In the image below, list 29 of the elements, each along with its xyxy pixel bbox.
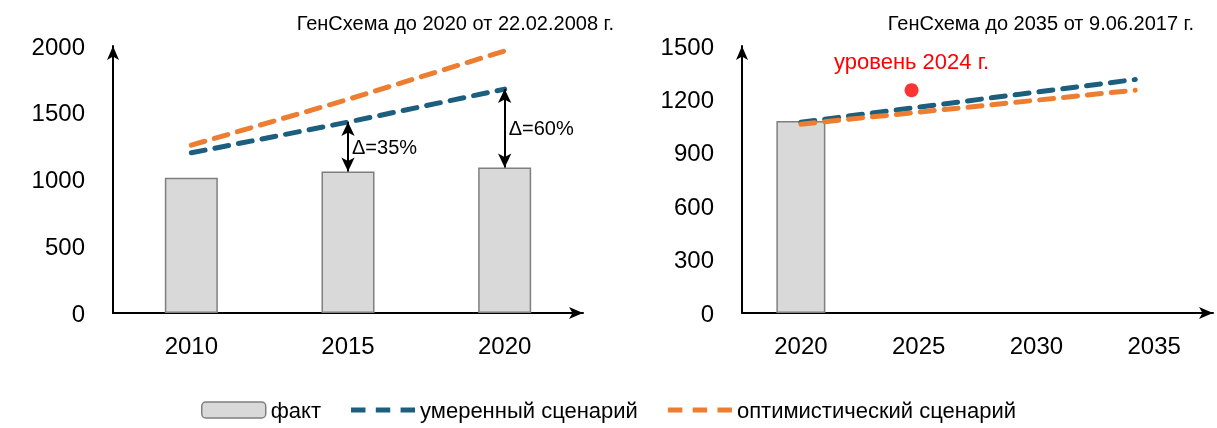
y-tick-label: 1500 bbox=[31, 99, 85, 127]
annotation: Δ=35% bbox=[352, 135, 418, 158]
y-tick-label: 900 bbox=[673, 139, 714, 167]
y-tick-label: 1500 bbox=[660, 32, 714, 60]
bar bbox=[164, 177, 218, 313]
legend-label: факт bbox=[270, 397, 322, 423]
chart-title: ГенСхема до 2020 от 22.02.2008 г. bbox=[296, 12, 614, 34]
annotation: Δ=60% bbox=[508, 117, 574, 140]
x-tick-label: 2025 bbox=[891, 331, 946, 359]
y-tick-label: 500 bbox=[44, 232, 85, 260]
bar bbox=[321, 171, 375, 313]
y-tick-label: 0 bbox=[700, 299, 714, 327]
x-tick-label: 2015 bbox=[321, 331, 375, 359]
y-tick-label: 600 bbox=[673, 192, 714, 220]
x-tick-label: 2030 bbox=[1009, 331, 1064, 359]
y-tick-label: 0 bbox=[71, 299, 85, 327]
legend-label: оптимистический сценарий bbox=[736, 397, 1017, 423]
y-tick-label: 1000 bbox=[31, 166, 85, 193]
y-tick-label: 300 bbox=[673, 246, 714, 274]
x-tick-label: 2010 bbox=[164, 331, 219, 359]
y-tick-label: 1200 bbox=[660, 85, 714, 113]
legend-label: умеренный сценарий bbox=[420, 397, 638, 423]
chart-title: ГенСхема до 2035 от 9.06.2017 г. bbox=[887, 12, 1194, 34]
y-tick-label: 2000 bbox=[31, 32, 85, 60]
annotation: уровень 2024 г. bbox=[833, 48, 990, 74]
x-tick-label: 2035 bbox=[1127, 331, 1181, 359]
x-tick-label: 2020 bbox=[774, 331, 828, 359]
x-tick-label: 2020 bbox=[477, 331, 532, 359]
bar bbox=[478, 167, 532, 313]
